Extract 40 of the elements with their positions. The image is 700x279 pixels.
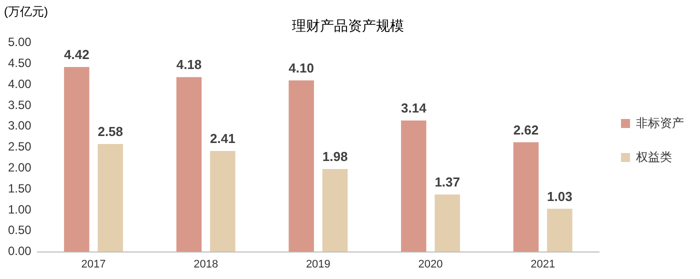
chart-title: 理财产品资产规模 (292, 17, 404, 34)
bar (401, 120, 426, 252)
data-label: 1.03 (547, 188, 572, 204)
y-tick-label: 1.00 (8, 202, 32, 216)
legend-label: 非标资产 (636, 116, 684, 130)
y-axis-title: (万亿元) (4, 4, 48, 18)
data-label: 3.14 (401, 100, 428, 116)
bar (64, 67, 90, 252)
y-tick-label: 0.00 (8, 244, 32, 258)
x-tick-label: 2018 (194, 258, 218, 270)
bar (98, 144, 124, 252)
x-tick-label: 2020 (418, 258, 443, 270)
data-label: 4.18 (176, 57, 202, 72)
data-label: 2.58 (98, 124, 124, 140)
data-label: 1.98 (322, 149, 348, 164)
x-tick-label: 2019 (306, 258, 330, 270)
data-label: 2.62 (513, 122, 539, 138)
y-tick-label: 3.50 (8, 98, 32, 112)
bar (288, 80, 314, 252)
bar (547, 208, 572, 252)
data-label: 2.41 (210, 131, 236, 146)
y-tick-label: 3.00 (8, 118, 32, 133)
y-tick-label: 2.50 (8, 140, 32, 154)
y-tick-label: 0.50 (8, 223, 32, 238)
bar (513, 142, 539, 252)
y-tick-label: 4.00 (8, 76, 32, 91)
data-label: 4.42 (64, 47, 90, 62)
data-label: 1.37 (434, 174, 460, 190)
x-tick-label: 2021 (530, 258, 556, 270)
bar (322, 169, 348, 252)
bar (176, 77, 202, 252)
y-tick-label: 2.00 (8, 160, 32, 175)
bar (210, 151, 236, 252)
y-tick-label: 5.00 (8, 35, 32, 50)
y-tick-label: 1.50 (8, 181, 32, 196)
data-label: 4.10 (288, 60, 314, 76)
y-tick-label: 4.50 (8, 56, 32, 70)
legend-label: 权益类 (635, 150, 672, 164)
bar (434, 194, 460, 252)
x-tick-label: 2017 (81, 258, 106, 270)
